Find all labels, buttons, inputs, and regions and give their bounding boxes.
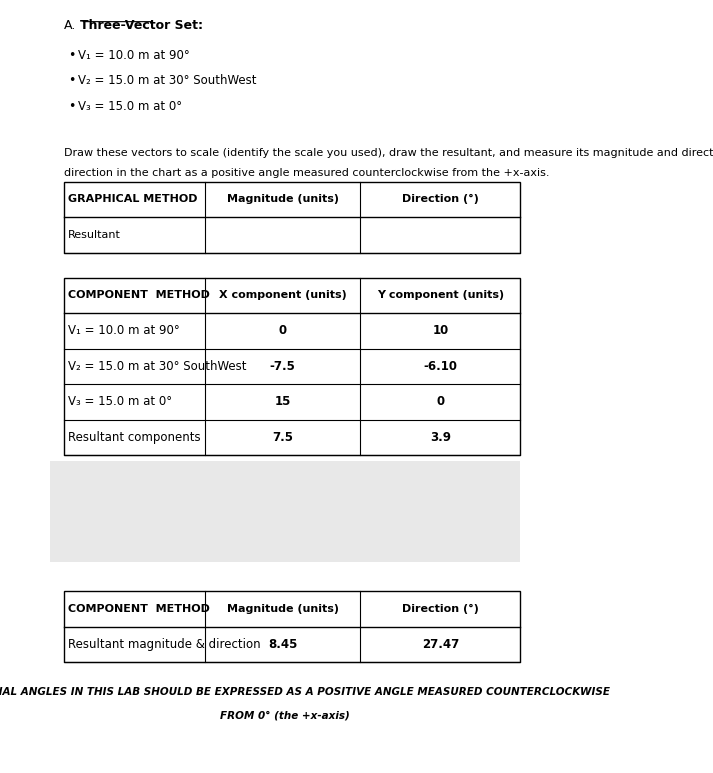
Text: direction in the chart as a positive angle measured counterclockwise from the +x: direction in the chart as a positive ang…: [64, 168, 549, 178]
Text: V₂ = 15.0 m at 30° SouthWest: V₂ = 15.0 m at 30° SouthWest: [78, 74, 257, 87]
Text: 10: 10: [432, 325, 448, 337]
Text: -6.10: -6.10: [424, 360, 458, 373]
Text: A.: A.: [64, 19, 76, 32]
Text: GRAPHICAL METHOD: GRAPHICAL METHOD: [68, 195, 197, 204]
Text: 0: 0: [279, 325, 287, 337]
Text: Three-Vector Set:: Three-Vector Set:: [81, 19, 203, 32]
Text: 15: 15: [275, 396, 291, 408]
Text: V₁ = 10.0 m at 90°: V₁ = 10.0 m at 90°: [78, 49, 190, 62]
Text: -7.5: -7.5: [270, 360, 296, 373]
Text: Draw these vectors to scale (identify the scale you used), draw the resultant, a: Draw these vectors to scale (identify th…: [64, 148, 713, 158]
Text: V₂ = 15.0 m at 30° SouthWest: V₂ = 15.0 m at 30° SouthWest: [68, 360, 246, 373]
Bar: [64, 278, 520, 455]
Text: ALL FINAL ANGLES IN THIS LAB SHOULD BE EXPRESSED AS A POSITIVE ANGLE MEASURED CO: ALL FINAL ANGLES IN THIS LAB SHOULD BE E…: [0, 687, 611, 697]
Text: 27.47: 27.47: [422, 638, 459, 651]
Text: Direction (°): Direction (°): [402, 604, 479, 615]
Text: FROM 0° (the +x-axis): FROM 0° (the +x-axis): [220, 710, 350, 720]
Text: 7.5: 7.5: [272, 431, 293, 444]
Text: 8.45: 8.45: [268, 638, 297, 651]
Text: V₃ = 15.0 m at 0°: V₃ = 15.0 m at 0°: [68, 396, 172, 408]
Text: Magnitude (units): Magnitude (units): [227, 195, 339, 204]
Text: •: •: [68, 100, 76, 113]
Text: •: •: [68, 74, 76, 87]
Text: Resultant: Resultant: [68, 230, 120, 240]
Text: X component (units): X component (units): [219, 291, 347, 300]
Text: 3.9: 3.9: [430, 431, 451, 444]
Text: Resultant components: Resultant components: [68, 431, 200, 444]
Text: 0: 0: [436, 396, 444, 408]
Text: COMPONENT  METHOD: COMPONENT METHOD: [68, 604, 210, 614]
Text: Resultant magnitude & direction: Resultant magnitude & direction: [68, 638, 260, 651]
Text: Direction (°): Direction (°): [402, 194, 479, 205]
Text: •: •: [68, 49, 76, 62]
Text: Magnitude (units): Magnitude (units): [227, 604, 339, 614]
Text: Y component (units): Y component (units): [377, 291, 504, 300]
Bar: [50, 461, 520, 562]
Bar: [64, 182, 520, 253]
Text: V₁ = 10.0 m at 90°: V₁ = 10.0 m at 90°: [68, 325, 180, 337]
Bar: [64, 591, 520, 662]
Text: COMPONENT  METHOD: COMPONENT METHOD: [68, 291, 210, 300]
Text: V₃ = 15.0 m at 0°: V₃ = 15.0 m at 0°: [78, 100, 182, 113]
